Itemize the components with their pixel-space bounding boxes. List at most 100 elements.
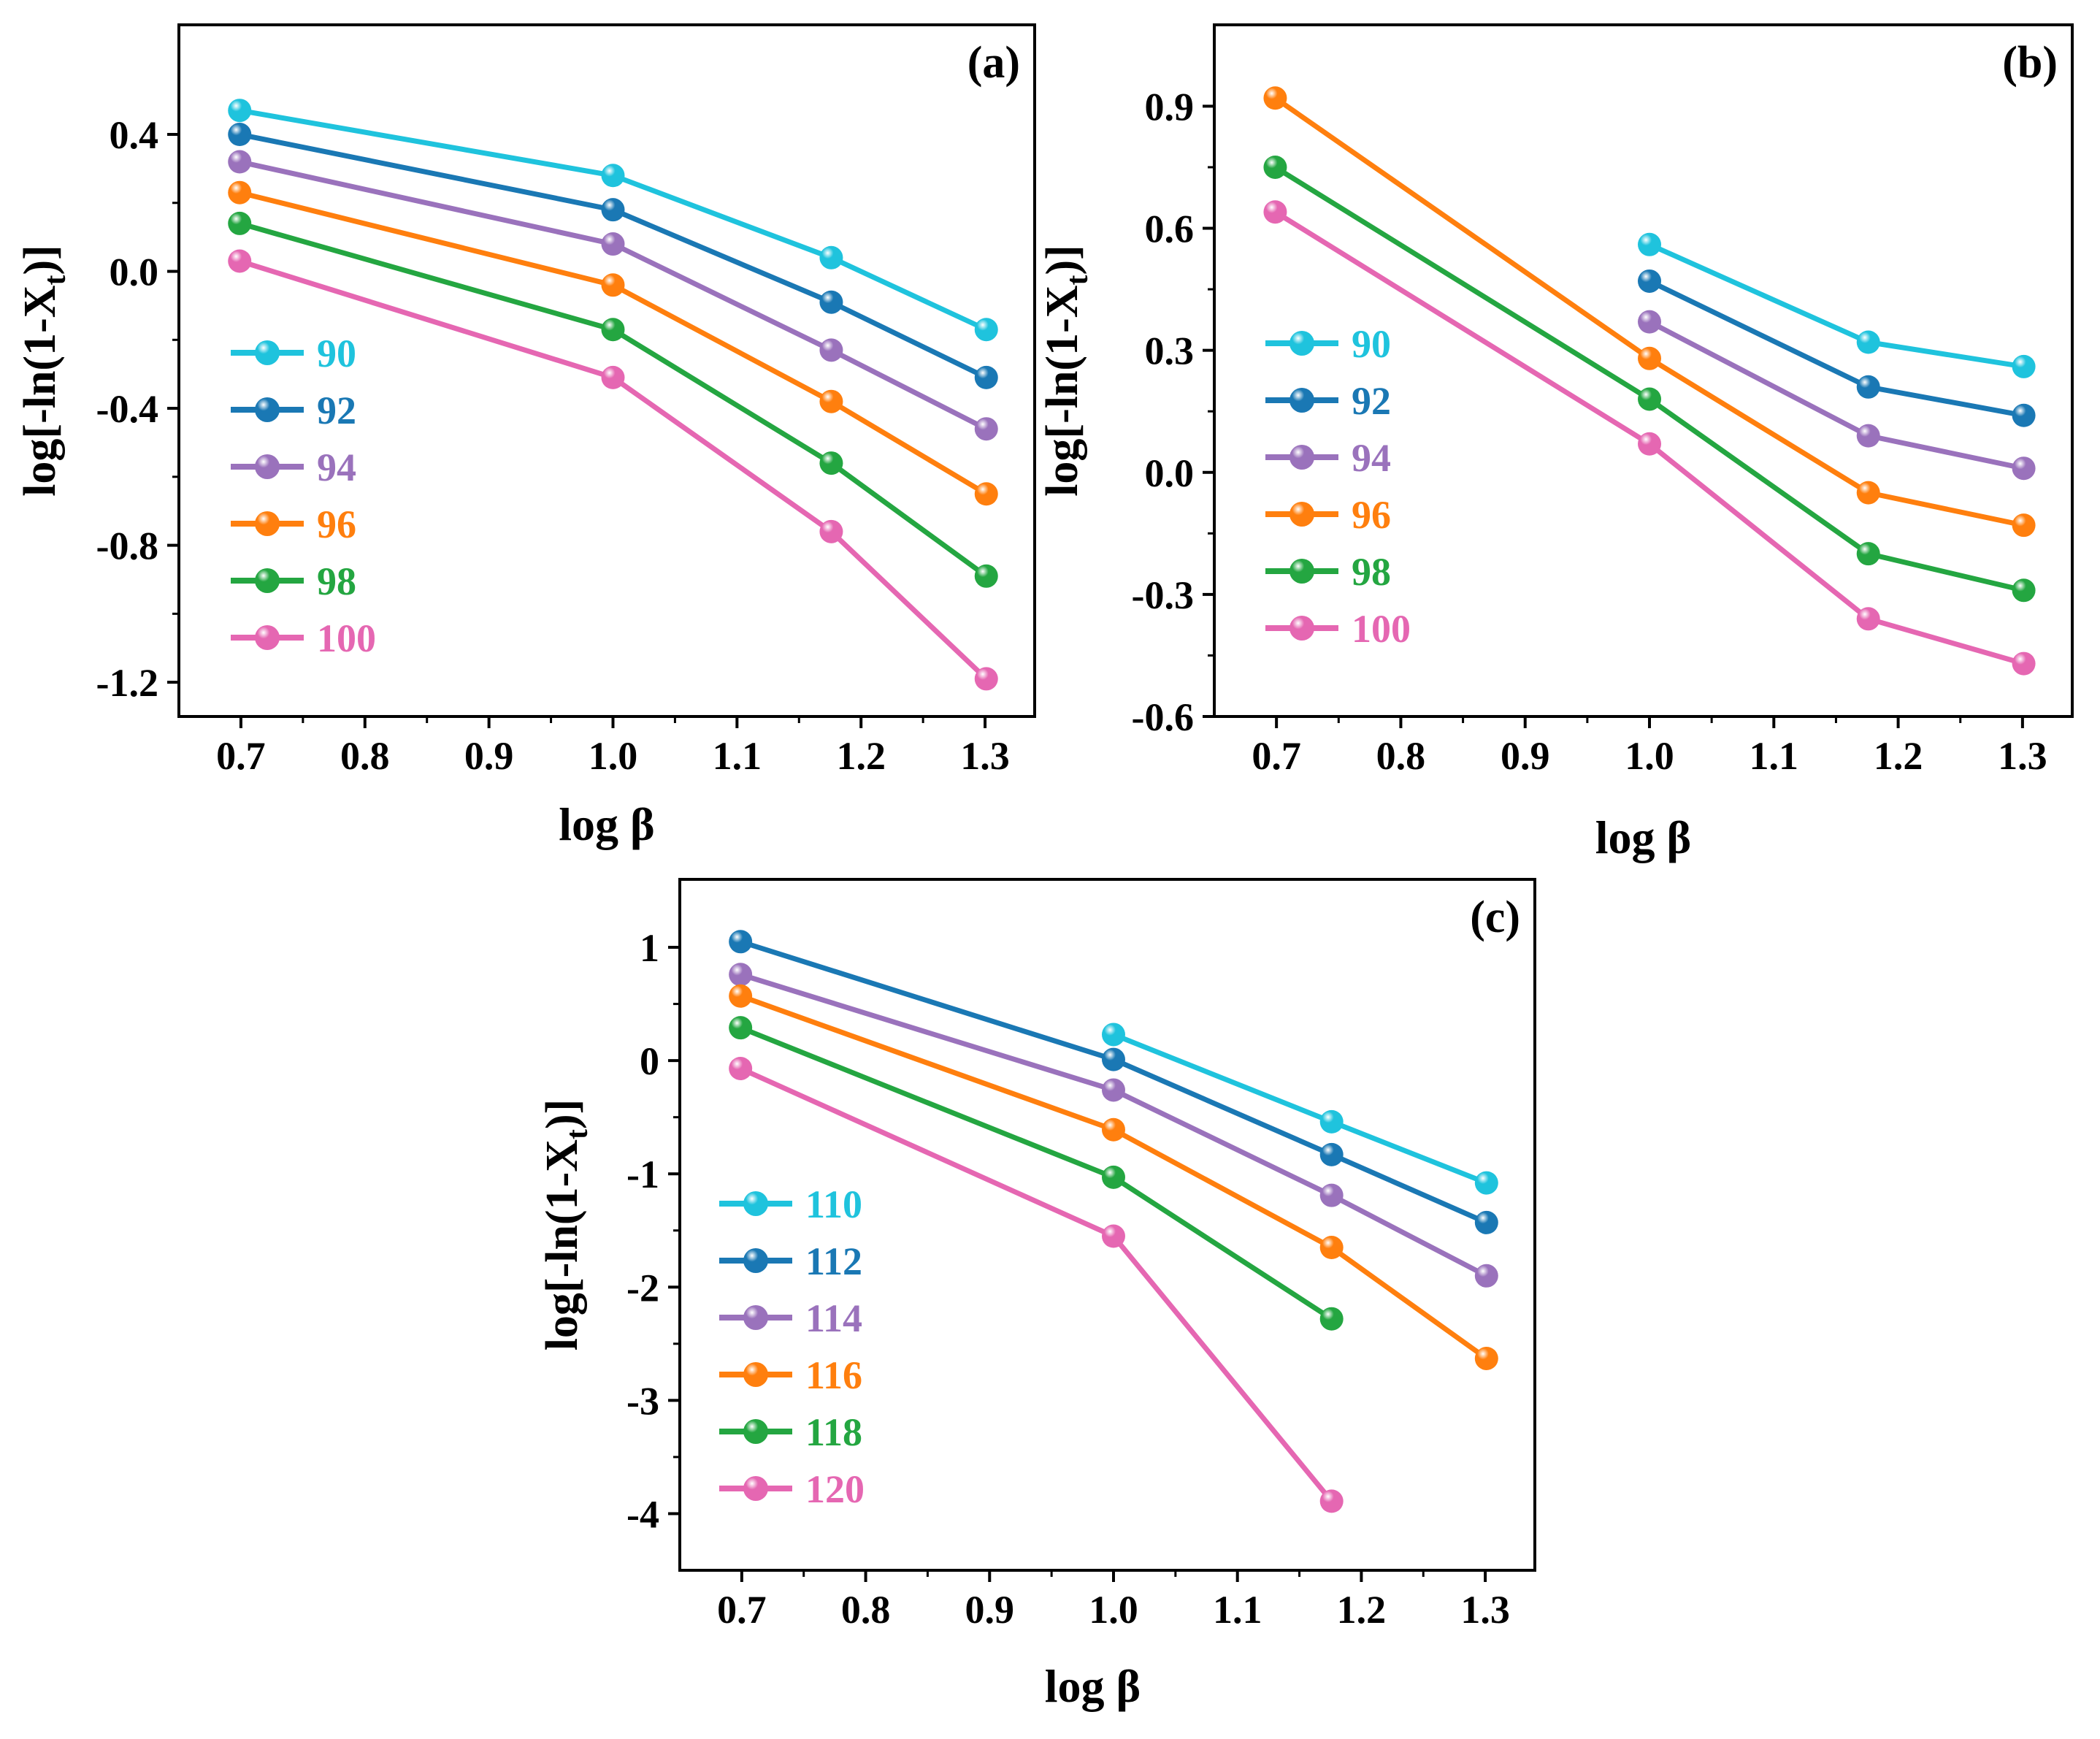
legend-marker-120 bbox=[743, 1476, 768, 1501]
chart-panel-2: 0.7 0.8 0.9 1.0 1.1 1.2 1.3 1 0 -1 -2 -3 -4 (c) log β l… bbox=[537, 878, 1536, 1712]
y-tick-label: 0.6 bbox=[1145, 207, 1195, 251]
data-point-112 bbox=[729, 930, 753, 954]
y-tick-label: -0.4 bbox=[96, 387, 158, 431]
data-point-90 bbox=[974, 318, 998, 342]
x-tick-label: 0.8 bbox=[841, 1588, 891, 1632]
legend-label-92: 92 bbox=[317, 389, 356, 432]
series-line-98 bbox=[1273, 164, 2025, 593]
data-point-112 bbox=[1101, 1047, 1125, 1071]
legend-marker-90 bbox=[255, 340, 280, 365]
y-tick-label: -0.3 bbox=[1132, 573, 1194, 617]
data-point-98 bbox=[2012, 578, 2036, 603]
plot-frame bbox=[1213, 23, 2074, 718]
x-axis-label: log β bbox=[1045, 1660, 1141, 1712]
legend-label-114: 114 bbox=[805, 1296, 862, 1340]
data-point-96 bbox=[601, 273, 625, 297]
data-point-100 bbox=[1856, 607, 1880, 631]
x-tick-label: 1.1 bbox=[1750, 734, 1799, 778]
data-point-92 bbox=[228, 123, 252, 147]
x-tick-label: 0.7 bbox=[1252, 734, 1301, 778]
legend-marker-114 bbox=[743, 1305, 768, 1330]
data-point-94 bbox=[601, 232, 625, 256]
series-line-98 bbox=[239, 221, 988, 578]
y-axis-label: log[-ln(1-Xt)] bbox=[15, 245, 72, 497]
data-point-116 bbox=[1319, 1236, 1344, 1260]
y-tick-label: -0.6 bbox=[1132, 695, 1194, 739]
panel-label: (a) bbox=[967, 38, 1020, 88]
y-tick-label: -4 bbox=[626, 1492, 659, 1536]
legend-marker-116 bbox=[743, 1362, 768, 1387]
x-tick-label: 1.3 bbox=[1998, 734, 2047, 778]
data-point-98 bbox=[1638, 387, 1662, 411]
y-tick-label: 1 bbox=[640, 926, 659, 970]
series-line-100 bbox=[239, 259, 989, 681]
x-tick-label: 0.7 bbox=[216, 734, 266, 778]
data-point-98 bbox=[228, 211, 252, 235]
legend-label-110: 110 bbox=[805, 1182, 862, 1226]
x-tick-label: 0.9 bbox=[965, 1588, 1015, 1632]
legend-label-98: 98 bbox=[1352, 550, 1391, 594]
y-tick-label: 0.9 bbox=[1145, 85, 1195, 129]
chart-panel-0: 0.7 0.8 0.9 1.0 1.1 1.2 1.3 0.4 0.0 -0.4 -0.8 -1.2 (… bbox=[15, 23, 1036, 850]
data-point-90 bbox=[2012, 354, 2036, 378]
x-tick-label: 1.3 bbox=[960, 734, 1010, 778]
chart-panel-1: 0.7 0.8 0.9 1.0 1.1 1.2 1.3 0.9 0.6 0.3 0.0 -0.3 -0.… bbox=[1038, 23, 2074, 863]
data-point-94 bbox=[974, 417, 998, 441]
legend-marker-98 bbox=[255, 568, 280, 593]
data-point-94 bbox=[1856, 424, 1880, 448]
series-line-112 bbox=[740, 939, 1488, 1226]
legend-marker-110 bbox=[743, 1191, 768, 1216]
data-point-92 bbox=[601, 198, 625, 222]
y-tick-label: -3 bbox=[626, 1379, 659, 1423]
x-tick-label: 1.0 bbox=[1089, 1588, 1138, 1632]
legend-label-118: 118 bbox=[805, 1410, 862, 1454]
legend-marker-112 bbox=[743, 1248, 768, 1273]
x-tick-label: 1.1 bbox=[713, 734, 762, 778]
legend-label-96: 96 bbox=[317, 502, 356, 546]
data-point-118 bbox=[1319, 1307, 1344, 1331]
data-point-100 bbox=[819, 519, 843, 543]
series-line-92 bbox=[239, 131, 988, 381]
x-tick-label: 1.0 bbox=[589, 734, 638, 778]
data-point-100 bbox=[1263, 200, 1287, 224]
x-tick-label: 1.2 bbox=[1874, 734, 1923, 778]
panel-label: (b) bbox=[2002, 38, 2058, 88]
data-point-94 bbox=[1638, 310, 1662, 334]
y-tick-label: 0 bbox=[640, 1039, 659, 1083]
legend-label-96: 96 bbox=[1352, 493, 1391, 537]
series-line-114 bbox=[740, 971, 1488, 1278]
x-tick-label: 1.3 bbox=[1460, 1588, 1510, 1632]
y-tick-label: -1 bbox=[626, 1153, 659, 1196]
data-point-96 bbox=[228, 180, 252, 205]
series-line-94 bbox=[239, 159, 988, 432]
data-point-96 bbox=[2012, 513, 2036, 538]
data-point-90 bbox=[819, 245, 843, 270]
legend-label-92: 92 bbox=[1352, 379, 1391, 423]
data-point-100 bbox=[2012, 651, 2036, 676]
data-point-116 bbox=[1101, 1117, 1125, 1142]
data-point-112 bbox=[1474, 1210, 1498, 1234]
series-line-96 bbox=[1273, 96, 2025, 528]
data-point-92 bbox=[819, 290, 843, 314]
data-point-100 bbox=[228, 249, 252, 273]
data-point-114 bbox=[1101, 1078, 1125, 1102]
x-tick-label: 1.2 bbox=[836, 734, 886, 778]
plot-frame bbox=[177, 23, 1036, 718]
data-point-98 bbox=[601, 318, 625, 342]
data-point-92 bbox=[1638, 269, 1662, 293]
series-line-116 bbox=[739, 993, 1488, 1361]
y-tick-label: 0.4 bbox=[110, 113, 159, 157]
data-point-98 bbox=[974, 564, 998, 588]
x-tick-label: 1.2 bbox=[1337, 1588, 1387, 1632]
legend-marker-98 bbox=[1289, 559, 1314, 584]
y-tick-label: 0.3 bbox=[1145, 329, 1195, 373]
data-point-92 bbox=[974, 365, 998, 389]
data-point-96 bbox=[1263, 86, 1287, 110]
legend-marker-92 bbox=[255, 397, 280, 422]
data-point-114 bbox=[1474, 1264, 1498, 1288]
x-axis-label: log β bbox=[1595, 811, 1692, 863]
y-tick-label: 0.0 bbox=[110, 251, 159, 294]
data-point-96 bbox=[1856, 481, 1880, 505]
data-point-114 bbox=[1319, 1183, 1344, 1207]
